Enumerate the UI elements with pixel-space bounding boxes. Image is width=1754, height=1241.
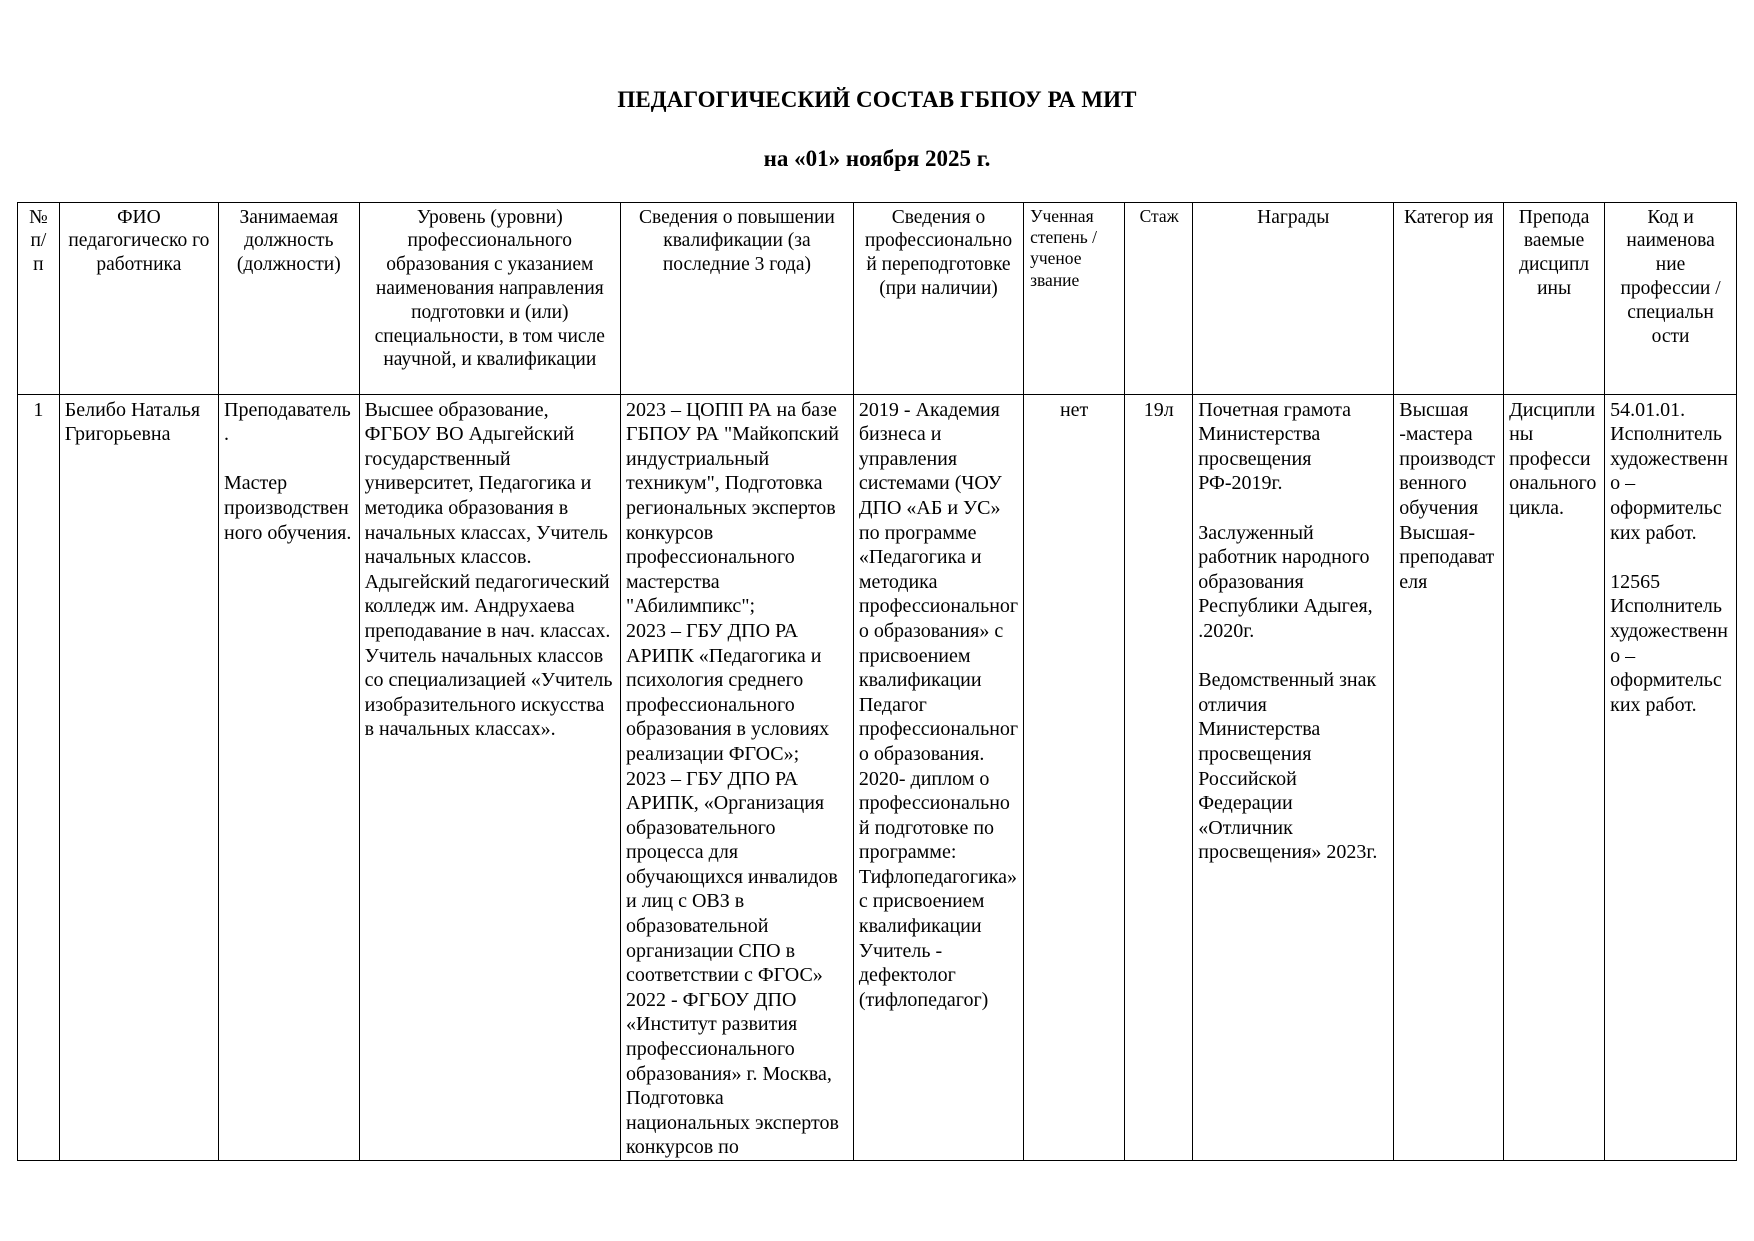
column-header-education: Уровень (уровни) профессионального образ…	[358, 201, 622, 395]
cell-code: 54.01.01. Исполнитель художественно – оф…	[1604, 393, 1737, 1162]
table-row: 1 Белибо Наталья Григорьевна Преподавате…	[17, 393, 1737, 1162]
cell-qualification: 2023 – ЦОПП РА на базе ГБПОУ РА "Майкопс…	[620, 393, 854, 1162]
column-header-disciplines: Препода ваемые дисципл ины	[1503, 201, 1606, 395]
cell-education: Высшее образование, ФГБОУ ВО Адыгейский …	[358, 393, 622, 1162]
column-header-fio: ФИО педагогическо го работника	[58, 201, 220, 395]
page-title: ПЕДАГОГИЧЕСКИЙ СОСТАВ ГБПОУ РА МИТ	[617, 87, 1137, 112]
column-header-category: Категор ия	[1393, 201, 1505, 395]
cell-retraining: 2019 - Академия бизнеса и управления сис…	[852, 393, 1025, 1162]
cell-category: Высшая -мастера производственного обучен…	[1393, 393, 1505, 1162]
cell-experience: 19л	[1124, 393, 1194, 1162]
teaching-staff-table: № п/ п ФИО педагогическо го работника За…	[17, 201, 1737, 1162]
table-body: 1 Белибо Наталья Григорьевна Преподавате…	[17, 393, 1737, 1162]
header-row: № п/ п ФИО педагогическо го работника За…	[17, 201, 1737, 395]
cell-disciplines: Дисциплины профессионального цикла.	[1503, 393, 1606, 1162]
column-header-qualification: Сведения о повышении квалификации (за по…	[620, 201, 854, 395]
table-container: № п/ п ФИО педагогическо го работника За…	[0, 201, 1754, 1162]
column-header-position: Занимаемая должность (должности)	[218, 201, 360, 395]
cell-position: Преподаватель. Мастер производственного …	[218, 393, 360, 1162]
column-header-code: Код и наименова ние профессии / специаль…	[1604, 201, 1737, 395]
cell-awards: Почетная грамота Министерства просвещени…	[1192, 393, 1395, 1162]
column-header-number: № п/ п	[17, 201, 60, 395]
column-header-retraining: Сведения о профессионально й переподгото…	[852, 201, 1025, 395]
page-subtitle: на «01» ноября 2025 г.	[763, 145, 991, 171]
table-header: № п/ п ФИО педагогическо го работника За…	[17, 201, 1737, 395]
cell-degree: нет	[1023, 393, 1126, 1162]
cell-fio: Белибо Наталья Григорьевна	[58, 393, 220, 1162]
title-block: ПЕДАГОГИЧЕСКИЙ СОСТАВ ГБПОУ РА МИТ на «0…	[0, 0, 1754, 172]
column-header-awards: Награды	[1192, 201, 1395, 395]
cell-number: 1	[17, 393, 60, 1162]
column-header-experience: Стаж	[1124, 201, 1194, 395]
column-header-degree: Ученная степень / ученое звание	[1023, 201, 1126, 395]
